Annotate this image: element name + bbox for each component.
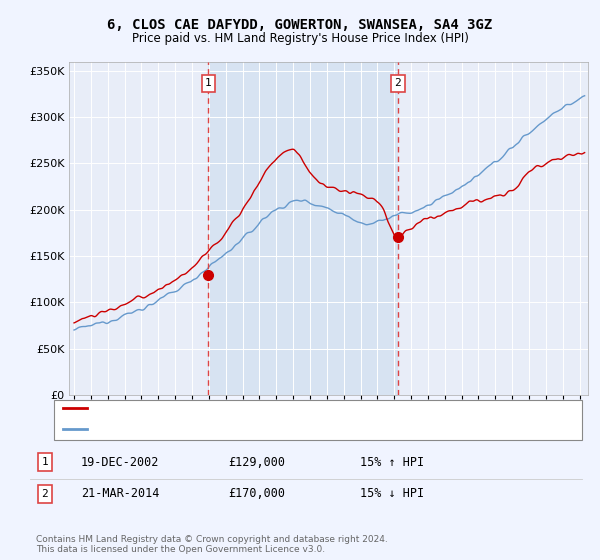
Text: HPI: Average price, detached house, Swansea: HPI: Average price, detached house, Swan… — [93, 424, 332, 434]
Text: £129,000: £129,000 — [228, 455, 285, 469]
Bar — [208, 62, 398, 395]
Text: 1: 1 — [205, 78, 212, 88]
Text: 1: 1 — [41, 457, 49, 467]
Text: 21-MAR-2014: 21-MAR-2014 — [81, 487, 160, 501]
Text: Contains HM Land Registry data © Crown copyright and database right 2024.
This d: Contains HM Land Registry data © Crown c… — [36, 535, 388, 554]
Text: 19-DEC-2002: 19-DEC-2002 — [81, 455, 160, 469]
Text: 15% ↑ HPI: 15% ↑ HPI — [360, 455, 424, 469]
Text: 6, CLOS CAE DAFYDD, GOWERTON, SWANSEA, SA4 3GZ: 6, CLOS CAE DAFYDD, GOWERTON, SWANSEA, S… — [107, 18, 493, 32]
Text: 2: 2 — [41, 489, 49, 499]
Text: 2: 2 — [395, 78, 401, 88]
Text: £170,000: £170,000 — [228, 487, 285, 501]
Text: Price paid vs. HM Land Registry's House Price Index (HPI): Price paid vs. HM Land Registry's House … — [131, 32, 469, 45]
Text: 15% ↓ HPI: 15% ↓ HPI — [360, 487, 424, 501]
Text: 6, CLOS CAE DAFYDD, GOWERTON, SWANSEA, SA4 3GZ (detached house): 6, CLOS CAE DAFYDD, GOWERTON, SWANSEA, S… — [93, 403, 478, 413]
